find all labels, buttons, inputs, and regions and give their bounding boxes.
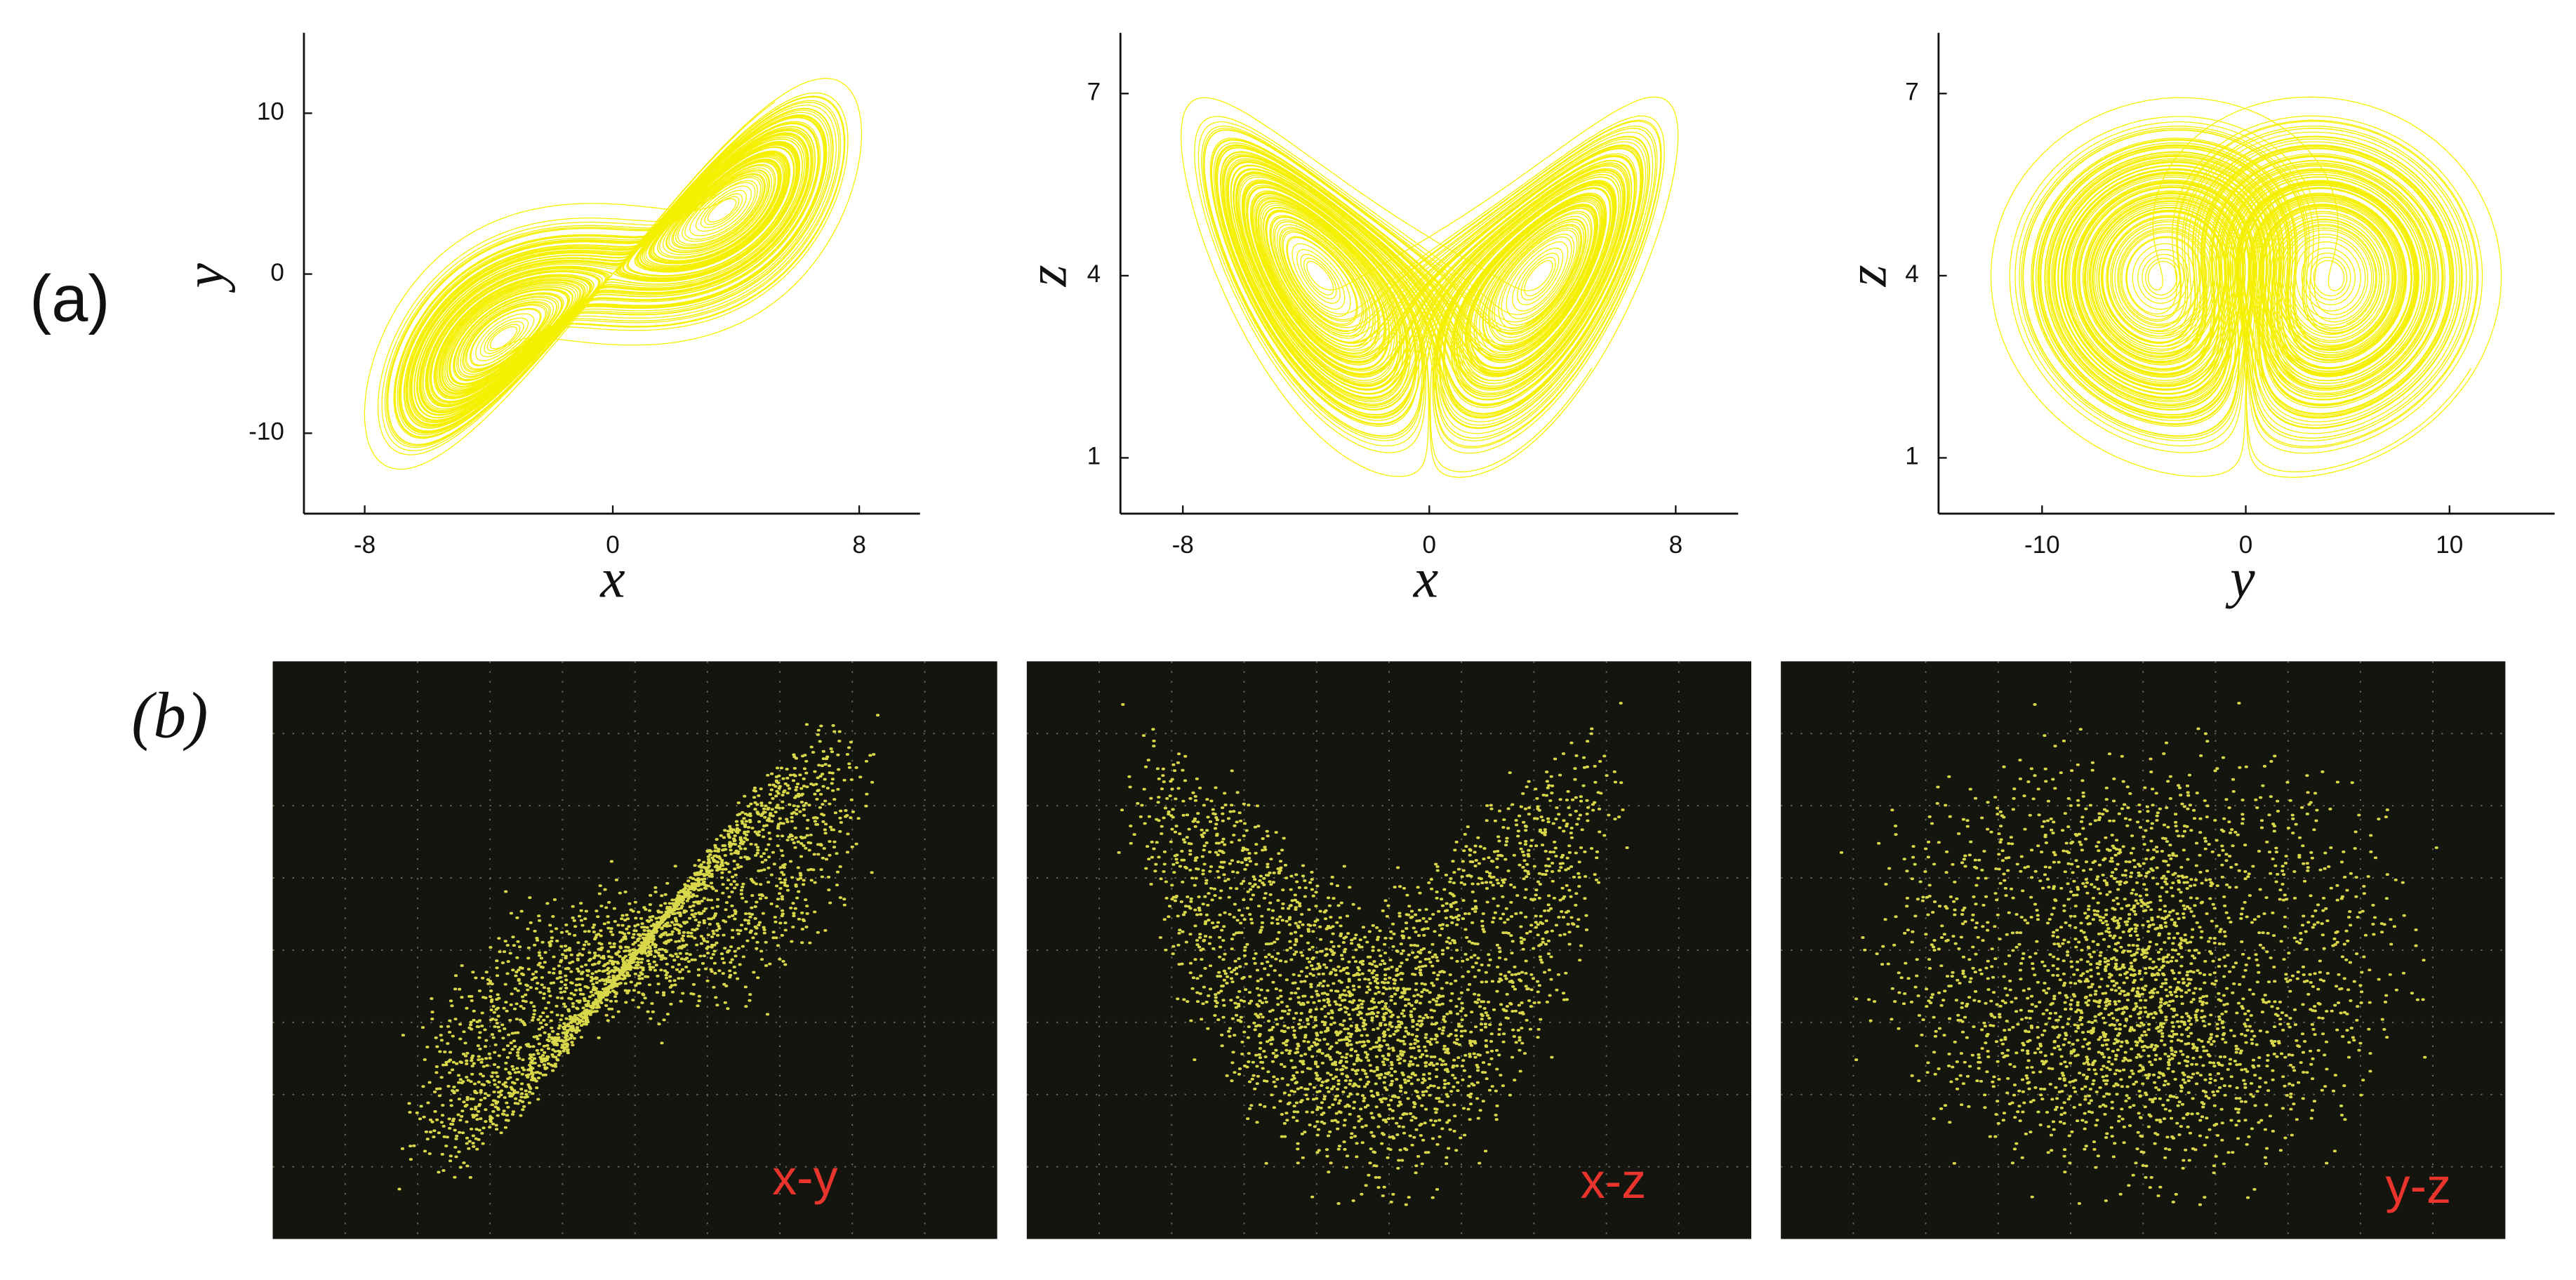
attractor-curve — [364, 78, 863, 470]
x-tick-label: 0 — [606, 531, 620, 559]
attractor-curve — [1990, 96, 2502, 478]
y-tick-label: 4 — [1905, 260, 1919, 288]
x-axis-label: x — [1413, 548, 1438, 610]
scope-label: y-z — [2386, 1158, 2452, 1213]
scope-screen — [1026, 661, 1752, 1239]
x-tick-label: 8 — [852, 531, 866, 559]
x-tick-label: 0 — [2239, 531, 2253, 559]
x-tick-label: 8 — [1669, 531, 1683, 559]
y-tick-label: 1 — [1087, 443, 1101, 470]
scope-label: x-z — [1581, 1153, 1647, 1208]
panel-label: (a) — [29, 261, 109, 335]
y-tick-label: 4 — [1087, 260, 1101, 288]
y-tick-label: 7 — [1087, 79, 1101, 106]
y-tick-label: 0 — [270, 259, 284, 286]
y-axis-label: y — [174, 263, 236, 293]
y-tick-label: 1 — [1905, 443, 1919, 470]
y-axis-label: z — [1836, 265, 1898, 287]
x-axis-label: y — [2225, 548, 2255, 610]
scope-trace — [397, 714, 880, 1191]
y-tick-label: -10 — [248, 418, 284, 446]
y-tick-label: 7 — [1905, 79, 1919, 106]
y-axis-label: z — [1017, 265, 1079, 287]
scope-trace — [1117, 702, 1629, 1206]
attractor-curve — [1180, 96, 1679, 478]
x-tick-label: 10 — [2436, 531, 2463, 559]
x-tick-label: -8 — [1172, 531, 1194, 559]
x-tick-label: -10 — [2024, 531, 2060, 559]
panel-label: (b) — [131, 679, 208, 752]
x-tick-label: 0 — [1423, 531, 1437, 559]
y-tick-label: 10 — [257, 98, 284, 126]
x-axis-label: x — [599, 548, 625, 610]
scope-label: x-y — [772, 1149, 838, 1205]
scope-trace — [1839, 702, 2438, 1206]
x-tick-label: -8 — [354, 531, 376, 559]
